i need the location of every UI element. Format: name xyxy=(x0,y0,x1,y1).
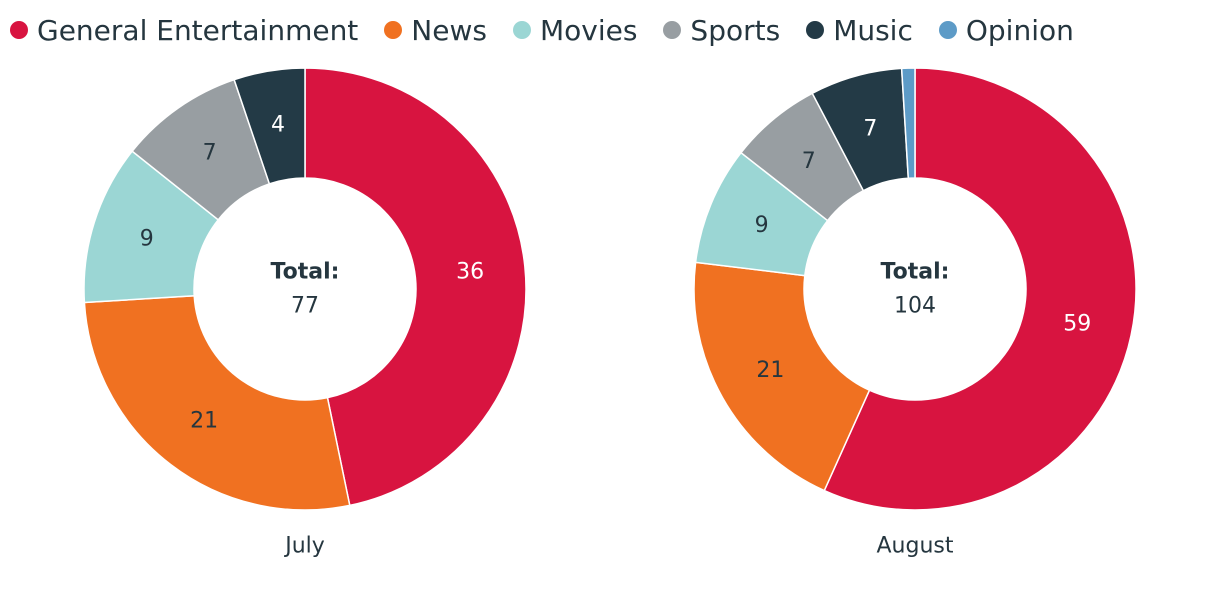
slice-news[interactable] xyxy=(693,261,871,492)
legend: General Entertainment News Movies Sports… xyxy=(10,10,1074,50)
legend-label: News xyxy=(411,13,487,47)
data-label: 7 xyxy=(203,141,217,166)
legend-swatch-opinion xyxy=(938,21,957,39)
total-label: Total: xyxy=(271,260,340,285)
data-label: 36 xyxy=(456,260,484,285)
legend-label: Music xyxy=(833,13,913,47)
legend-label: Movies xyxy=(539,13,638,47)
legend-swatch-music xyxy=(806,21,825,39)
slice-opinion[interactable] xyxy=(900,67,916,179)
data-label: 7 xyxy=(802,149,816,174)
total-value: 77 xyxy=(291,294,319,319)
chart-title: July xyxy=(283,534,325,559)
legend-item-sports[interactable]: Sports xyxy=(663,14,780,47)
donut-chart-july: 36 21 9 7 4 Total: 77 July xyxy=(83,67,527,559)
legend-swatch-movies xyxy=(512,21,531,39)
slice-general-entertainment[interactable] xyxy=(823,67,1137,511)
legend-item-general-entertainment[interactable]: General Entertainment xyxy=(10,14,358,47)
legend-label: Sports xyxy=(690,13,781,47)
donut-chart-august: 59 21 9 7 7 Total: 104 August xyxy=(693,67,1137,559)
total-value: 104 xyxy=(894,294,936,319)
legend-swatch-news xyxy=(384,21,403,39)
legend-label: Opinion xyxy=(965,13,1074,47)
data-label: 9 xyxy=(140,226,154,251)
legend-item-news[interactable]: News xyxy=(384,14,487,47)
legend-item-music[interactable]: Music xyxy=(806,14,913,47)
slice-news[interactable] xyxy=(83,294,351,511)
legend-item-opinion[interactable]: Opinion xyxy=(938,13,1074,47)
legend-swatch-sports xyxy=(663,21,682,39)
slice-music[interactable] xyxy=(233,67,306,185)
data-label: 21 xyxy=(190,408,218,433)
chart-title: August xyxy=(877,534,954,559)
data-label: 59 xyxy=(1063,311,1091,336)
legend-swatch-general-entertainment xyxy=(10,21,28,39)
total-label: Total: xyxy=(881,260,950,285)
data-label: 4 xyxy=(271,113,285,138)
data-label: 21 xyxy=(756,358,784,383)
data-label: 9 xyxy=(755,213,769,238)
legend-item-movies[interactable]: Movies xyxy=(512,13,638,47)
legend-label: General Entertainment xyxy=(37,13,359,47)
slice-general-entertainment[interactable] xyxy=(304,67,527,507)
data-label: 7 xyxy=(863,117,877,142)
